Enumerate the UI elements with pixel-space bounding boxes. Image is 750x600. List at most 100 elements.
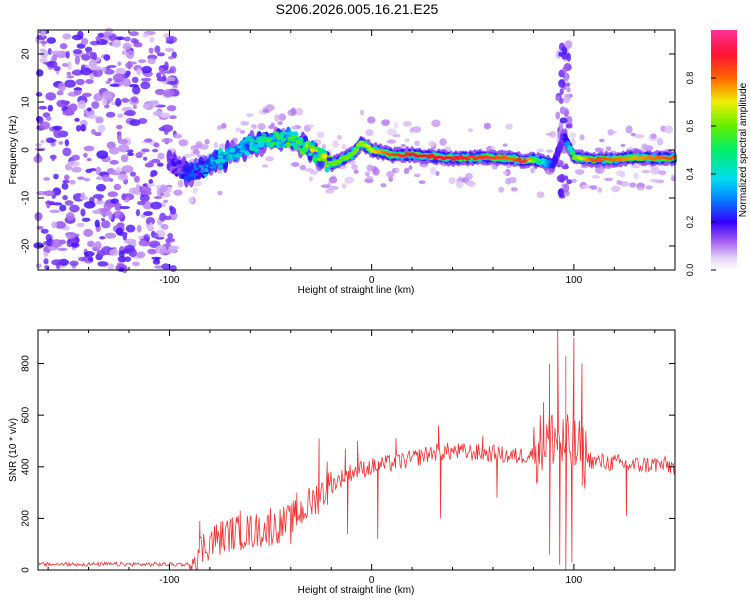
spectrogram-cell — [62, 147, 72, 157]
spectrogram-cell — [116, 36, 125, 41]
spectrogram-cell — [93, 209, 101, 214]
spectrogram-cell — [186, 171, 192, 175]
spectrogram-cell — [95, 176, 103, 181]
spectrogram-cell — [159, 212, 167, 222]
spectrogram-cell — [62, 62, 69, 67]
spectrogram-cell — [96, 150, 109, 159]
spectrogram-cell — [129, 171, 137, 177]
spectrogram-cell — [344, 176, 354, 184]
spectrogram-cell — [62, 110, 75, 116]
spectrogram-cell — [227, 154, 233, 158]
spectrogram-cell — [564, 72, 569, 82]
spectrogram-cell — [402, 121, 412, 127]
spectrogram-cell — [113, 183, 122, 191]
spectrogram-cell — [125, 62, 133, 69]
spectrogram-cell — [290, 125, 298, 130]
spectrogram-cell — [119, 205, 131, 210]
spectrogram-cell — [291, 161, 300, 167]
spectrogram-cell — [455, 180, 464, 189]
spectrogram-cell — [368, 148, 374, 151]
spectrogram-cell — [146, 182, 155, 187]
spectrogram-cell — [51, 221, 58, 229]
spectrogram-cell — [165, 40, 175, 44]
snr-background — [38, 330, 675, 570]
spectrogram-cell — [292, 135, 299, 139]
spectrogram-cell — [251, 136, 258, 139]
spectrogram-cell — [35, 263, 42, 269]
spectrogram-cell — [88, 60, 98, 68]
spectrogram-cell — [161, 263, 172, 270]
spectrogram-cell — [314, 147, 321, 150]
spectrogram-cell — [641, 170, 651, 174]
spectrogram-cell — [290, 107, 297, 116]
spectrogram-cell — [193, 187, 198, 194]
spectrogram-cell — [566, 87, 571, 93]
spectrogram-cell — [51, 259, 63, 266]
spectrogram-cell — [51, 154, 56, 162]
spectrogram-cell — [65, 232, 77, 240]
spectrogram-cell — [229, 147, 236, 153]
spectrogram-cell — [213, 141, 219, 149]
spectrogram-cell — [50, 50, 62, 55]
spectrogram-cell — [229, 152, 236, 155]
spectrogram-cell — [386, 170, 395, 178]
spectrogram-cell — [563, 175, 569, 181]
spectrogram-cell — [83, 201, 96, 209]
spectrogram-cell — [599, 138, 605, 143]
spectrogram-cell — [66, 75, 74, 79]
spectrogram-cell — [132, 261, 140, 267]
spectrogram-cell — [157, 152, 165, 160]
spectrogram-cell — [165, 238, 172, 245]
spectrogram-cell — [33, 242, 44, 249]
spectrogram-cell — [329, 186, 339, 190]
spectrogram-cell — [244, 141, 250, 144]
spectrogram-cell — [148, 160, 155, 166]
spectrogram-cell — [112, 39, 122, 48]
spectrogram-cell — [141, 65, 153, 74]
spectrogram-cell — [365, 129, 374, 137]
spectrogram-cell — [159, 112, 171, 119]
snr-ticks: -100 0 100 0 200 400 600 800 — [21, 330, 675, 586]
spectrogram-cell — [169, 205, 174, 211]
spectrogram-cell — [141, 148, 150, 153]
spectrogram-cell — [244, 150, 250, 156]
spectrogram-cell — [237, 145, 243, 149]
spectrogram-cell — [89, 72, 95, 81]
spectrogram-cell — [147, 57, 156, 65]
spectrogram-cell — [65, 50, 70, 59]
spectrogram-cell — [285, 141, 292, 148]
spectrogram-cell — [483, 122, 491, 130]
spectrogram-cell — [107, 211, 113, 220]
spectrogram-cell — [69, 260, 79, 267]
spectrogram-cell — [630, 132, 637, 137]
spectrogram-cell — [124, 244, 136, 252]
spectrogram-cell — [97, 124, 106, 133]
colorbar-tick-label: 0.0 — [685, 264, 695, 277]
spectrogram-cell — [39, 121, 51, 130]
colorbar-ticks: 0.0 0.2 0.4 0.6 0.8 — [685, 72, 716, 277]
spectrogram-cell — [428, 140, 436, 148]
spectrogram-y-label: Frequency (Hz) — [8, 116, 19, 185]
spectrogram-cell — [125, 50, 135, 59]
spectrogram-cell — [299, 164, 307, 171]
spectrogram-cell — [91, 101, 100, 109]
spectrogram-cell — [112, 73, 125, 83]
spectrogram-cell — [564, 142, 571, 146]
spectrogram-cell — [341, 182, 347, 189]
spectrogram-cell — [173, 189, 183, 196]
spectrogram-cell — [555, 111, 561, 120]
spectrogram-cell — [457, 176, 463, 182]
spectrogram-cell — [372, 167, 380, 176]
spectrogram-cell — [165, 70, 173, 74]
spectrogram-cell — [559, 117, 568, 124]
spectrogram-cell — [205, 162, 212, 165]
spectrogram-cell — [574, 169, 585, 175]
spectrogram-cell — [77, 176, 85, 180]
spectrogram-cell — [43, 258, 49, 265]
spectrogram-cell — [117, 255, 127, 263]
spectrogram-cell — [426, 156, 432, 159]
spectrogram-cell — [192, 180, 203, 187]
spectrogram-cell — [516, 157, 522, 161]
spectrogram-cell — [115, 227, 124, 236]
spectrogram-cells — [33, 27, 677, 274]
